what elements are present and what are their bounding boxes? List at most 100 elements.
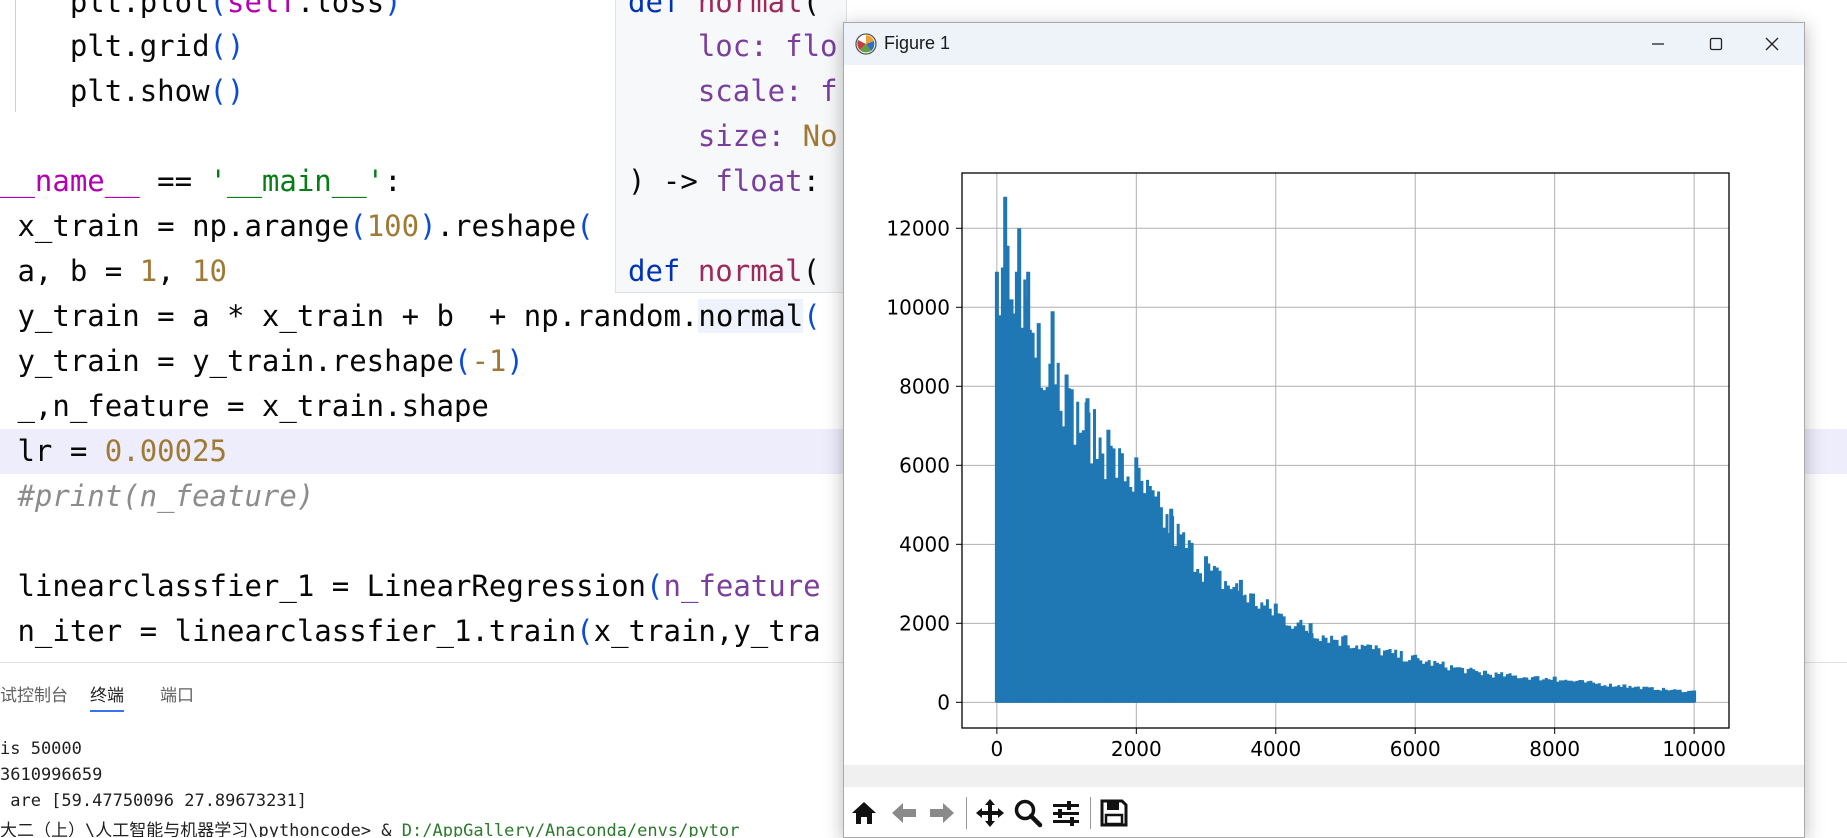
code-token: normal <box>698 299 804 333</box>
code-line[interactable]: x_train = np.arange(100).reshape( <box>0 204 1847 249</box>
code-indent <box>0 614 17 648</box>
pan-icon <box>976 799 1004 827</box>
forward-button[interactable] <box>924 795 960 831</box>
code-token: grid <box>139 29 210 63</box>
code-line[interactable]: n_iter = linearclassfier_1.train(x_train… <box>0 609 1847 654</box>
code-token: plt <box>69 0 123 19</box>
doc-token: No <box>802 119 838 153</box>
zoom-icon <box>1014 799 1043 828</box>
loss-plot: 0 2000 4000 6000 8000 10000 0 2000 4000 6000 8000 1… <box>886 172 1730 761</box>
code-line[interactable]: _,n_feature = x_train.shape <box>0 384 1847 429</box>
code-token: -1 <box>471 344 507 378</box>
terminal-prompt-line[interactable]: 大二（上）\人工智能与机器学习\pythoncode> & D:/AppGall… <box>0 816 740 837</box>
configure-icon <box>1053 801 1079 826</box>
code-token: () <box>209 74 245 108</box>
x-tick-label: 2000 <box>1111 737 1162 761</box>
y-tick-label: 4000 <box>899 532 950 556</box>
code-line[interactable]: a, b = 1, 10 <box>0 249 1847 294</box>
doc-token: flo <box>785 29 838 63</box>
code-token: .reshape <box>436 209 577 243</box>
close-button[interactable] <box>1742 23 1802 65</box>
axes-frame <box>961 172 1730 729</box>
save-button[interactable] <box>1096 795 1132 831</box>
code-indent <box>0 344 17 378</box>
tab-ports[interactable]: 端口 <box>160 686 194 706</box>
configure-subplots-button[interactable] <box>1048 795 1084 831</box>
doc-popup-line: ) -> float: <box>628 159 820 204</box>
quick-documentation-popup: def normal( loc: flo scale: f size: No) … <box>615 0 847 293</box>
code-token: a, b = <box>17 254 140 288</box>
loss-series-peaks <box>994 196 1697 703</box>
zoom-button[interactable] <box>1010 795 1046 831</box>
back-button[interactable] <box>886 795 922 831</box>
y-tick-label: 0 <box>937 690 950 714</box>
code-line[interactable]: __name__ == '__main__': <box>0 159 1847 204</box>
tab-debug-console[interactable]: 试控制台 <box>0 686 68 706</box>
terminal-prompt-prefix: 大二（上）\人工智能与机器学习\pythoncode> & <box>0 821 402 837</box>
code-token: '__main__' <box>209 164 385 198</box>
code-token: n_iter = linearclassfier_1.train <box>17 614 577 648</box>
code-line[interactable]: linearclassfier_1 = LinearRegression(n_f… <box>0 564 1847 609</box>
code-token: ) <box>419 209 437 243</box>
pan-button[interactable] <box>972 795 1008 831</box>
doc-token: f <box>820 74 838 108</box>
code-token: #print(n_feature) <box>17 479 315 513</box>
code-token: 100 <box>366 209 420 243</box>
code-token: y_train = a * x_train + b + np.random. <box>17 299 699 333</box>
terminal-output-line: is 50000 <box>0 739 82 759</box>
doc-popup-line: scale: f <box>628 69 838 114</box>
code-token: y_train = y_train.reshape <box>17 344 454 378</box>
code-token: .loss <box>296 0 385 19</box>
doc-token: scale: <box>628 74 821 108</box>
code-token: arange <box>244 209 350 243</box>
code-line[interactable]: plt.plot(self.loss) <box>0 0 1847 25</box>
code-token: ( <box>576 614 594 648</box>
indent-guide <box>15 0 16 112</box>
doc-popup-line: def normal( <box>628 0 820 25</box>
code-token: ( <box>209 0 228 19</box>
code-token: : <box>384 164 402 198</box>
y-tick-label: 10000 <box>886 295 950 319</box>
figure-canvas[interactable]: 0 2000 4000 6000 8000 10000 0 2000 4000 6000 8000 1… <box>844 65 1804 765</box>
code-token: 10 <box>192 254 227 288</box>
toolbar-separator <box>1090 797 1091 829</box>
code-indent <box>0 299 17 333</box>
terminal-prompt-path: D:/AppGallery/Anaconda/envs/pytor <box>401 821 740 837</box>
code-token: self <box>227 0 297 19</box>
doc-token: normal <box>697 254 803 288</box>
figure-window[interactable]: Figure 1 0 2000 4000 6000 8000 10000 0 2000 4000… <box>843 22 1805 838</box>
code-token: ( <box>453 344 472 378</box>
code-indent <box>0 209 17 243</box>
home-button[interactable] <box>846 795 882 831</box>
maximize-button[interactable] <box>1686 23 1746 65</box>
code-indent <box>0 434 17 468</box>
doc-token: ( <box>802 0 821 19</box>
y-tick-label: 6000 <box>899 453 950 477</box>
code-token: plt <box>69 29 123 63</box>
code-line[interactable]: plt.show() <box>0 69 1847 114</box>
doc-token: def <box>628 254 698 288</box>
code-token: plt <box>69 74 123 108</box>
code-token: 0.00025 <box>104 434 227 468</box>
y-tick-label: 2000 <box>899 611 950 635</box>
code-line[interactable]: plt.grid() <box>0 24 1847 69</box>
minimize-icon <box>1652 43 1664 45</box>
code-line[interactable]: y_train = y_train.reshape(-1) <box>0 339 1847 384</box>
code-line[interactable]: #print(n_feature) <box>0 474 1847 519</box>
code-token: lr = <box>17 434 105 468</box>
window-titlebar[interactable]: Figure 1 <box>844 23 1804 65</box>
minimize-button[interactable] <box>1628 23 1688 65</box>
code-line[interactable]: y_train = a * x_train + b + np.random.no… <box>0 294 1847 339</box>
doc-token: : <box>802 164 821 198</box>
code-token: ( <box>349 209 367 243</box>
tab-terminal[interactable]: 终端 <box>90 681 124 712</box>
doc-popup-line: def normal( <box>628 249 820 292</box>
matplotlib-icon <box>854 32 878 56</box>
y-tick-label: 8000 <box>899 374 950 398</box>
code-token: 1 <box>139 254 158 288</box>
y-tick-label: 12000 <box>886 216 950 240</box>
save-icon <box>1100 799 1128 827</box>
home-icon <box>852 802 876 824</box>
code-token: . <box>122 0 140 19</box>
code-indent <box>0 0 70 19</box>
